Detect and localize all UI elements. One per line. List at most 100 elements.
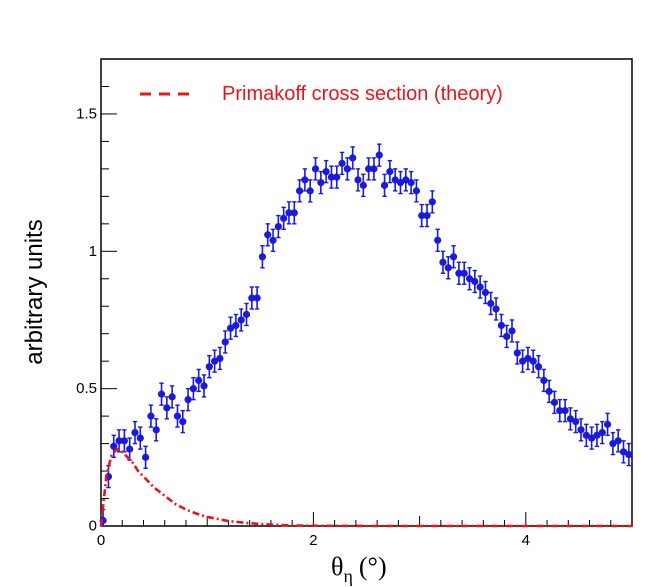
data-point	[301, 176, 309, 184]
data-point	[396, 179, 405, 187]
data-point	[508, 327, 516, 335]
data-point	[274, 222, 282, 231]
data-point	[460, 269, 468, 277]
data-point	[136, 434, 144, 442]
x-axis-label-main: θ	[331, 552, 343, 581]
data-point	[540, 376, 548, 385]
data-point	[253, 294, 261, 302]
data-point	[550, 398, 559, 406]
data-point	[110, 442, 118, 450]
data-point	[354, 176, 362, 184]
data-point	[285, 209, 293, 217]
data-point	[205, 363, 213, 371]
data-point	[588, 434, 596, 442]
data-point	[625, 450, 633, 459]
y-tick-label: 0.5	[76, 380, 97, 397]
data-point	[534, 363, 543, 371]
data-point	[418, 211, 426, 220]
data-point	[375, 151, 383, 159]
data-point	[455, 269, 463, 277]
data-point	[343, 165, 351, 173]
data-point	[439, 258, 447, 266]
data-point	[163, 404, 171, 412]
data-point	[200, 382, 208, 390]
x-axis-label-subscript: η	[343, 566, 352, 586]
legend: Primakoff cross section (theory)	[140, 83, 503, 105]
data-point	[402, 176, 410, 184]
x-tick-label: 0	[97, 532, 105, 549]
data-point	[189, 385, 197, 393]
legend-label: Primakoff cross section (theory)	[222, 83, 503, 105]
data-point	[566, 415, 575, 423]
data-point	[561, 407, 569, 415]
axis-ticks: 0 2 4 0 0.5 1 1.5	[76, 58, 633, 549]
data-point	[370, 165, 378, 173]
data-point	[152, 426, 160, 434]
data-point	[513, 349, 521, 357]
x-axis-label: θη (°)	[331, 552, 387, 586]
data-point	[476, 283, 484, 291]
data-point	[226, 324, 235, 332]
data-point	[428, 198, 436, 206]
data-point	[120, 437, 128, 445]
data-point	[126, 445, 134, 453]
data-point	[391, 176, 399, 184]
data-point	[487, 299, 495, 308]
data-point	[195, 376, 203, 385]
data-point	[365, 165, 373, 173]
data-point	[614, 437, 622, 445]
x-tick-label: 2	[309, 532, 317, 549]
data-point	[492, 305, 500, 313]
data-point	[449, 253, 458, 261]
data-point	[131, 429, 139, 437]
data-point	[327, 173, 336, 181]
y-axis-label: arbitrary units	[21, 219, 48, 364]
data-point	[280, 214, 288, 222]
data-point	[168, 393, 176, 401]
y-tick-label: 1	[89, 243, 97, 260]
data-point	[556, 407, 564, 415]
data-point	[142, 453, 150, 461]
data-point	[115, 437, 123, 445]
data-point	[147, 412, 155, 420]
data-point	[529, 357, 537, 365]
data-point	[221, 338, 229, 346]
data-point	[471, 277, 479, 286]
data-point	[434, 236, 442, 244]
y-tick-label: 1.5	[76, 105, 97, 122]
data-point	[322, 168, 330, 176]
data-point	[593, 431, 601, 439]
y-tick-label: 0	[89, 518, 97, 535]
theory-series	[99, 447, 632, 528]
data-point	[423, 211, 431, 220]
data-point	[211, 357, 219, 365]
data-point	[269, 236, 277, 244]
data-point	[386, 168, 394, 176]
data-point	[503, 332, 511, 341]
data-point	[333, 173, 341, 181]
data-point	[407, 179, 415, 187]
data-point	[248, 294, 256, 302]
data-point	[349, 154, 357, 162]
data-point	[290, 209, 298, 217]
data-point	[619, 448, 628, 456]
data-point	[295, 187, 304, 195]
data-point	[545, 387, 553, 395]
data-point	[338, 159, 346, 167]
data-point	[481, 288, 490, 297]
data-point	[465, 275, 474, 283]
data-point	[157, 390, 166, 398]
data-point	[179, 418, 187, 426]
data-point	[359, 181, 367, 189]
x-tick-label: 4	[522, 532, 530, 549]
data-point	[173, 412, 182, 420]
theory-curve-line	[99, 447, 632, 528]
data-point	[609, 439, 617, 448]
data-point	[306, 187, 314, 195]
data-point	[237, 316, 245, 324]
data-series	[99, 143, 633, 527]
data-point	[444, 264, 452, 272]
data-point	[572, 418, 580, 426]
data-point	[582, 431, 590, 439]
